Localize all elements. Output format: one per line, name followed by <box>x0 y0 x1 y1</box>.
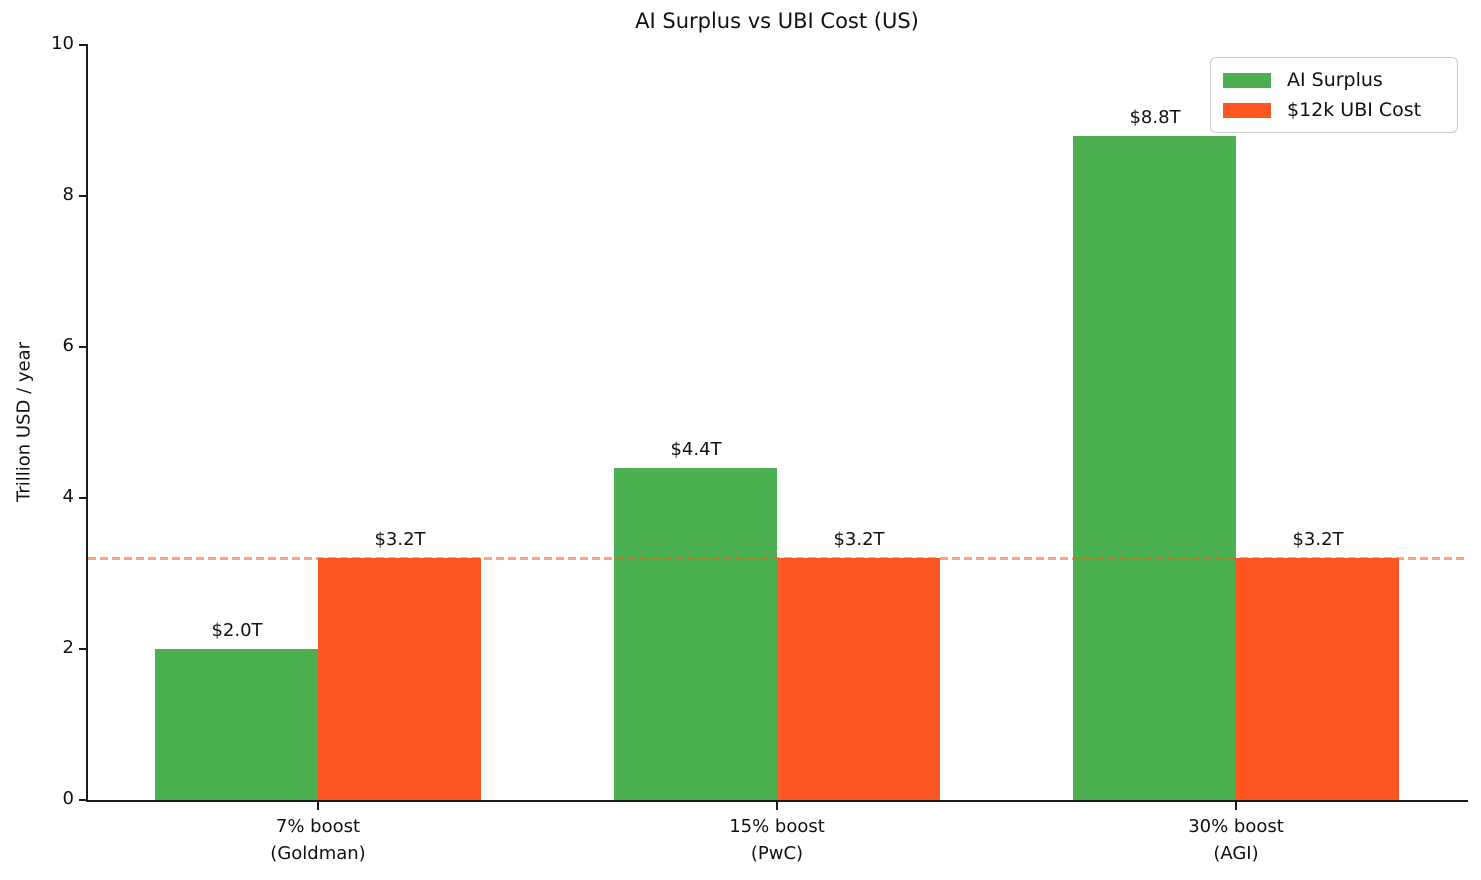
x-tick-mark-3 <box>1235 802 1237 810</box>
y-axis-spine <box>86 45 88 802</box>
y-tick-mark-10 <box>79 44 88 46</box>
legend-item-ai-surplus: AI Surplus <box>1223 68 1445 92</box>
x-tick-label-line: 30% boost <box>1188 816 1284 837</box>
bar-value-label-1-1: $2.0T <box>211 620 263 641</box>
y-tick-label-2: 2 <box>62 637 74 658</box>
x-tick-mark-2 <box>776 802 778 810</box>
y-tick-mark-0 <box>79 799 88 801</box>
x-tick-mark-1 <box>317 802 319 810</box>
legend: AI Surplus $12k UBI Cost <box>1210 57 1458 133</box>
y-tick-mark-4 <box>79 497 88 499</box>
legend-label-ubi-cost: $12k UBI Cost <box>1287 99 1422 121</box>
bar-value-label-2-1: $4.4T <box>670 439 722 460</box>
plot-area: $2.0T $3.2T $4.4T $3.2T $8.8T $3.2T <box>88 45 1466 800</box>
bar--12k-ubi-cost-1 <box>318 558 481 800</box>
legend-item-ubi-cost: $12k UBI Cost <box>1223 98 1445 122</box>
chart-title: AI Surplus vs UBI Cost (US) <box>635 9 919 33</box>
y-tick-label-8: 8 <box>62 184 74 205</box>
bar--12k-ubi-cost-3 <box>1236 558 1399 800</box>
x-tick-label-line: 15% boost <box>729 816 825 837</box>
x-axis-spine <box>86 800 1468 802</box>
ubi-cost-reference-line <box>88 557 1466 560</box>
y-tick-label-6: 6 <box>62 335 74 356</box>
x-tick-label-line: (Goldman) <box>270 843 366 864</box>
bar-ai-surplus-2 <box>614 468 777 800</box>
bar-value-label-3-2: $3.2T <box>1292 529 1344 550</box>
bar-value-label-2-2: $3.2T <box>833 529 885 550</box>
y-tick-mark-8 <box>79 195 88 197</box>
x-tick-label-line: (AGI) <box>1213 843 1259 864</box>
x-tick-label-1: 7% boost (Goldman) <box>168 813 468 867</box>
x-tick-label-3: 30% boost (AGI) <box>1086 813 1386 867</box>
bar-ai-surplus-3 <box>1073 136 1236 800</box>
bar-ai-surplus-1 <box>155 649 318 800</box>
y-axis-label: Trillion USD / year <box>13 341 35 503</box>
y-tick-label-4: 4 <box>62 486 74 507</box>
x-tick-label-line: (PwC) <box>750 843 804 864</box>
y-tick-mark-6 <box>79 346 88 348</box>
y-tick-label-10: 10 <box>51 33 74 54</box>
bar--12k-ubi-cost-2 <box>777 558 940 800</box>
y-tick-label-0: 0 <box>62 788 74 809</box>
x-tick-label-line: 7% boost <box>275 816 361 837</box>
legend-swatch-ai-surplus <box>1223 72 1271 88</box>
legend-swatch-ubi-cost <box>1223 102 1271 118</box>
y-tick-mark-2 <box>79 648 88 650</box>
x-tick-label-2: 15% boost (PwC) <box>627 813 927 867</box>
legend-label-ai-surplus: AI Surplus <box>1287 69 1383 91</box>
bar-value-label-3-1: $8.8T <box>1129 107 1181 128</box>
bar-value-label-1-2: $3.2T <box>374 529 426 550</box>
